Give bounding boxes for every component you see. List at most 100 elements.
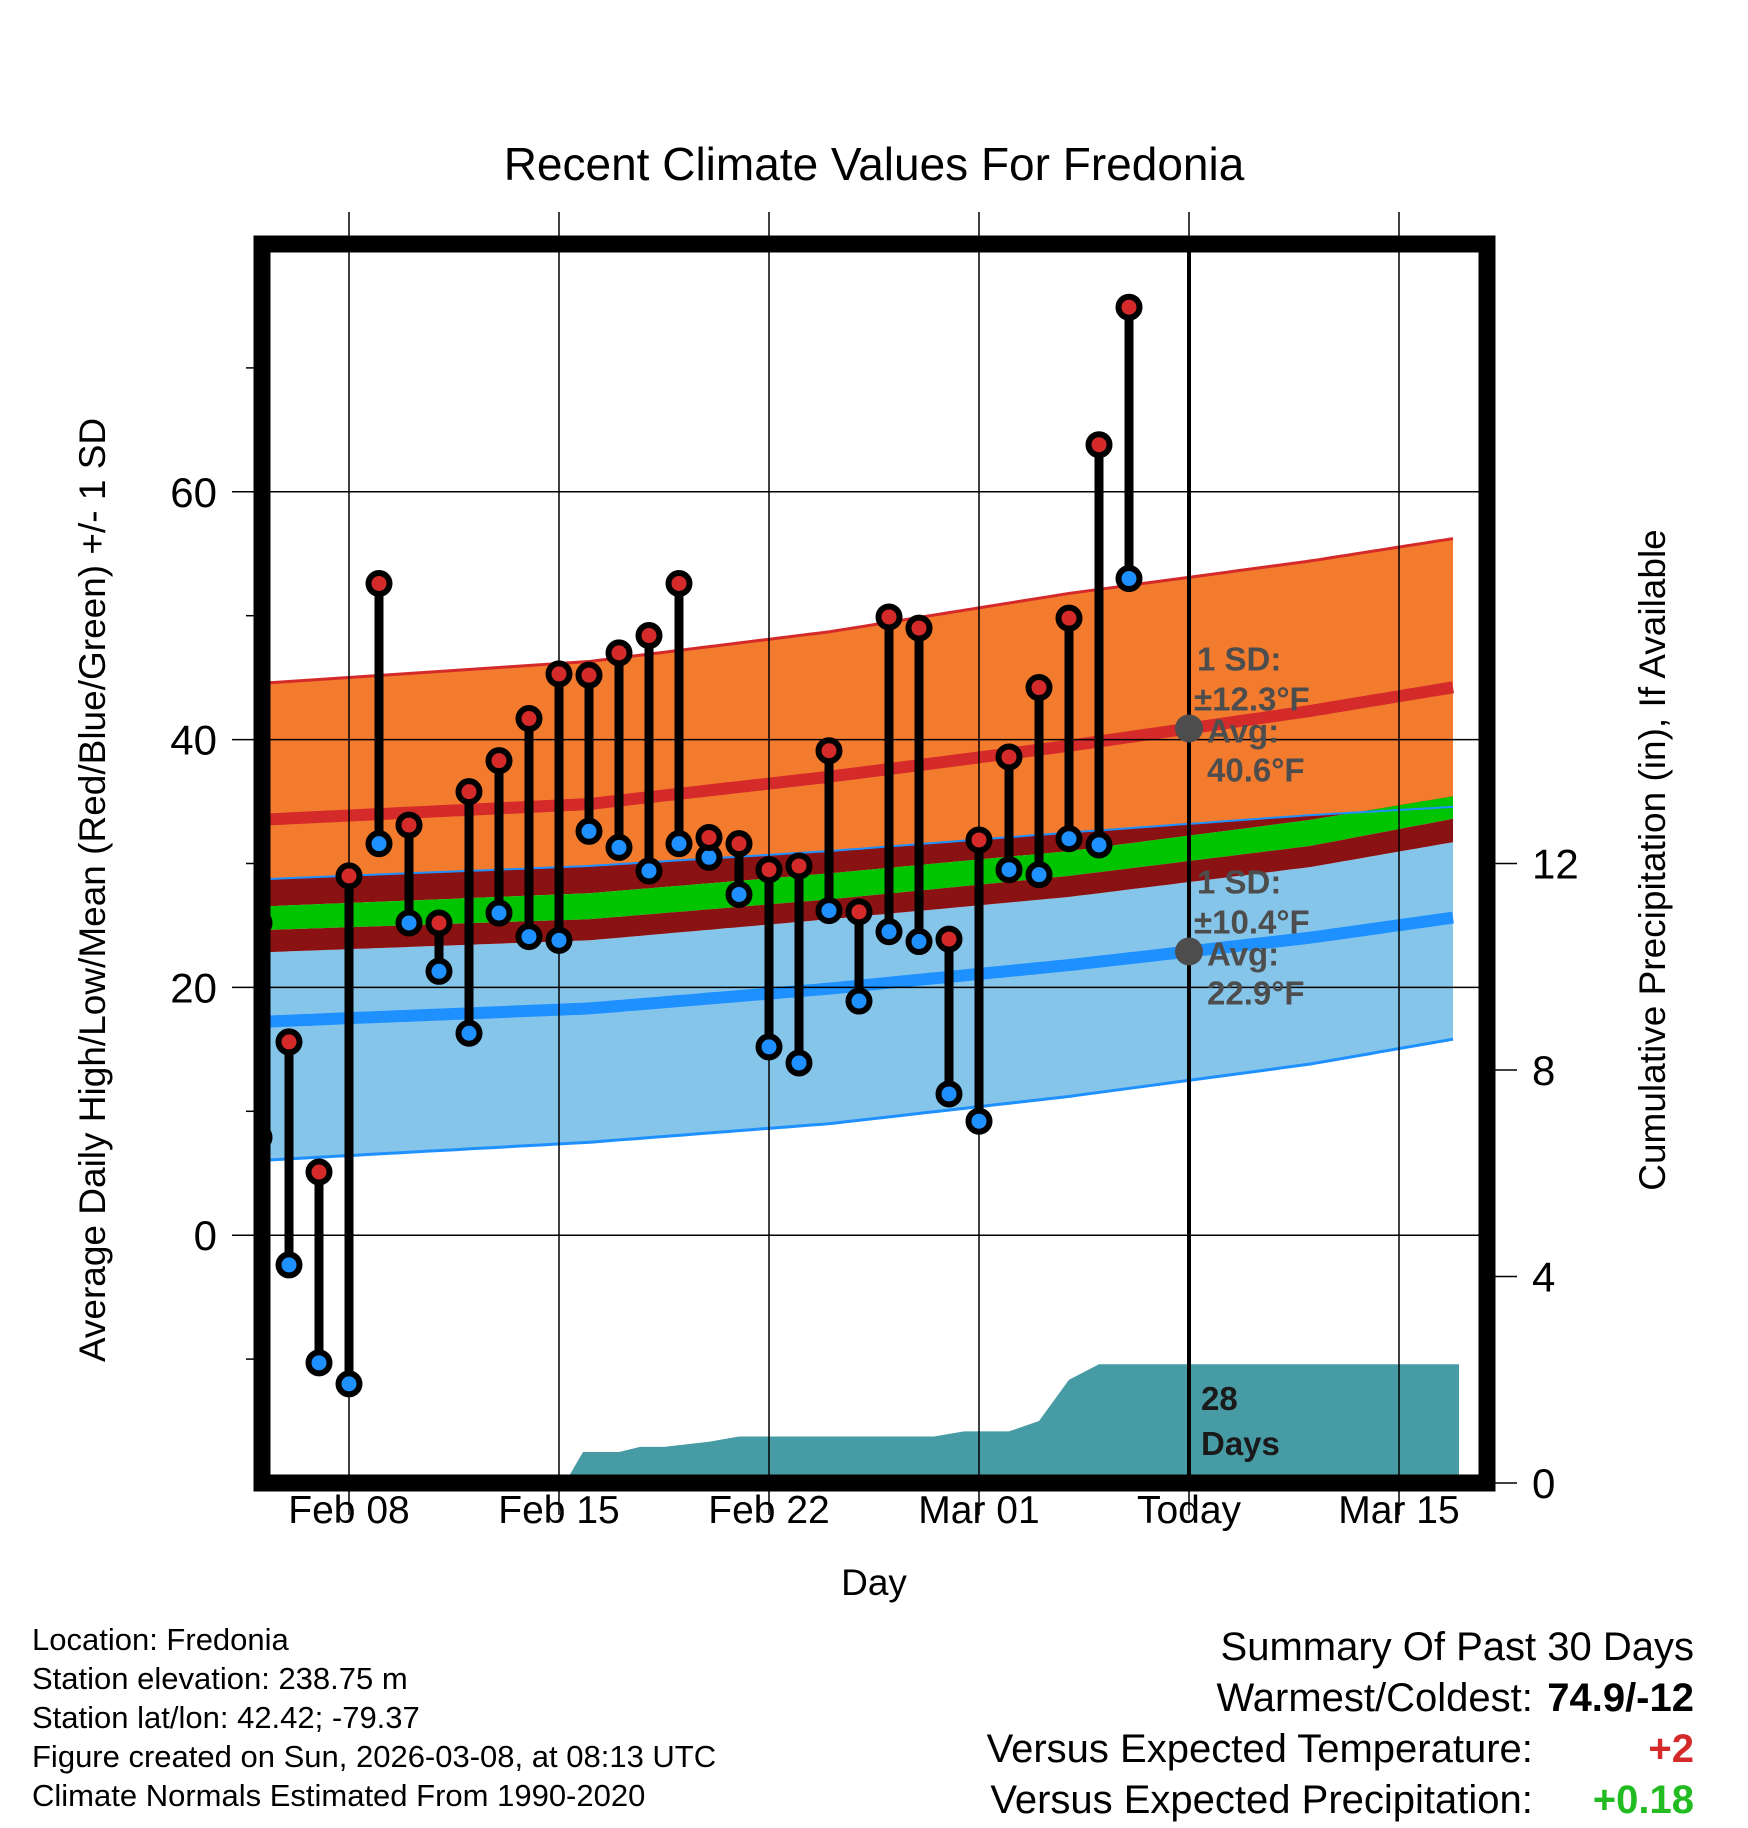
daily-low-point (455, 1019, 483, 1047)
y-tick-label: 0 (194, 1212, 217, 1259)
climate-chart: Recent Climate Values For Fredonia 1 SD:… (72, 138, 1673, 1603)
x-tick-label: Feb 22 (708, 1489, 829, 1532)
x-tick-label: Feb 08 (288, 1489, 409, 1532)
low-avg-value: 22.9°F (1207, 974, 1305, 1011)
elevation-text: Station elevation: 238.75 m (32, 1661, 408, 1696)
daily-high-point (365, 569, 393, 597)
high-avg-value: 40.6°F (1207, 751, 1305, 788)
x-tick-label: Mar 15 (1338, 1489, 1459, 1532)
latlon-text: Station lat/lon: 42.42; -79.37 (32, 1700, 420, 1735)
precip-area (565, 1364, 1459, 1483)
x-tick-label: Mar 01 (918, 1489, 1039, 1532)
summary-warm-cold: Warmest/Coldest: 74.9/-12 (987, 1673, 1695, 1724)
y2-tick-label: 12 (1532, 841, 1579, 888)
daily-high-point (875, 603, 903, 631)
daily-high-point (335, 862, 363, 890)
daily-high-point (1115, 293, 1143, 321)
daily-low-point (995, 856, 1023, 884)
daily-low-point (1055, 825, 1083, 853)
station-info: Location: Fredonia Station elevation: 23… (32, 1620, 716, 1815)
high-avg-label: Avg: (1207, 712, 1279, 749)
low-lower-line (262, 1037, 1454, 1162)
daily-low-point (815, 897, 843, 925)
daily-high-point (1085, 431, 1113, 459)
days-label-unit: Days (1201, 1425, 1280, 1462)
daily-low-point (365, 830, 393, 858)
daily-low-point (1085, 831, 1113, 859)
warm-cold-value: 74.9/-12 (1547, 1676, 1694, 1720)
daily-low-point (605, 833, 633, 861)
daily-high-point (275, 1028, 303, 1056)
daily-low-point (785, 1049, 813, 1077)
plot-frame (253, 235, 1496, 1492)
daily-high-point (305, 1158, 333, 1186)
daily-low-point (845, 987, 873, 1015)
daily-low-point (275, 1251, 303, 1279)
daily-high-point (695, 823, 723, 851)
x-axis-label: Day (841, 1562, 907, 1603)
summary-panel: Summary Of Past 30 Days Warmest/Coldest:… (987, 1622, 1694, 1826)
daily-high-point (905, 614, 933, 642)
daily-low-point (935, 1080, 963, 1108)
high-avg-marker (1175, 714, 1203, 743)
chart-title: Recent Climate Values For Fredonia (504, 138, 1245, 190)
daily-high-point (785, 852, 813, 880)
daily-low-point (755, 1033, 783, 1061)
daily-low-point (395, 909, 423, 937)
daily-low-point (515, 923, 543, 951)
temp-label: Versus Expected Temperature: (986, 1727, 1533, 1771)
high-sd-label: 1 SD: (1197, 640, 1281, 677)
summary-precip: Versus Expected Precipitation: +0.18 (987, 1775, 1694, 1826)
daily-low-point (425, 957, 453, 985)
daily-low-point (1025, 861, 1053, 889)
low-sd-value: ±10.4°F (1194, 903, 1310, 940)
daily-low-point (575, 817, 603, 845)
precip-label: Versus Expected Precipitation: (990, 1778, 1533, 1822)
daily-high-point (605, 639, 633, 667)
temp-value: +2 (1648, 1727, 1694, 1771)
low-avg-marker (1175, 937, 1203, 966)
high-upper-line (262, 537, 1454, 685)
daily-high-point (815, 737, 843, 765)
high-lower-line (262, 805, 1454, 881)
daily-low-point (725, 880, 753, 908)
daily-high-point (635, 622, 663, 650)
location-text: Location: Fredonia (32, 1622, 289, 1657)
daily-low-point (905, 928, 933, 956)
daily-high-point (845, 898, 873, 926)
high-normal-line (262, 681, 1455, 826)
daily-low-point (635, 857, 663, 885)
low-avg-label: Avg: (1207, 935, 1279, 972)
daily-low-point (875, 918, 903, 946)
y-tick-label: 40 (170, 717, 217, 764)
daily-low-point (305, 1349, 333, 1377)
y2-tick-label: 0 (1532, 1460, 1555, 1507)
low-normal-line (262, 911, 1454, 1028)
high-sd-value: ±12.3°F (1194, 680, 1310, 717)
y-tick-label: 20 (170, 964, 217, 1011)
normals-text: Climate Normals Estimated From 1990-2020 (32, 1778, 646, 1813)
daily-high-point (485, 747, 513, 775)
daily-high-point (425, 909, 453, 937)
daily-high-point (755, 856, 783, 884)
y2-tick-label: 4 (1532, 1254, 1555, 1301)
x-tick-label: Today (1137, 1489, 1242, 1532)
summary-title: Summary Of Past 30 Days (1220, 1625, 1694, 1669)
daily-high-point (455, 778, 483, 806)
daily-low-point (965, 1107, 993, 1135)
y2-axis-label: Cumulative Precipitation (in), If Availa… (1632, 529, 1673, 1191)
daily-low-point (665, 830, 693, 858)
daily-high-point (1025, 674, 1053, 702)
daily-high-point (1055, 604, 1083, 632)
created-text: Figure created on Sun, 2026-03-08, at 08… (32, 1739, 717, 1774)
daily-high-point (725, 830, 753, 858)
y-tick-label: 60 (170, 469, 217, 516)
daily-low-point (1115, 565, 1143, 593)
daily-low-point (545, 926, 573, 954)
days-label-count: 28 (1201, 1380, 1238, 1417)
daily-high-point (665, 569, 693, 597)
daily-low-point (485, 899, 513, 927)
y-axis-label: Average Daily High/Low/Mean (Red/Blue/Gr… (72, 418, 113, 1362)
precip-value: +0.18 (1592, 1778, 1694, 1822)
